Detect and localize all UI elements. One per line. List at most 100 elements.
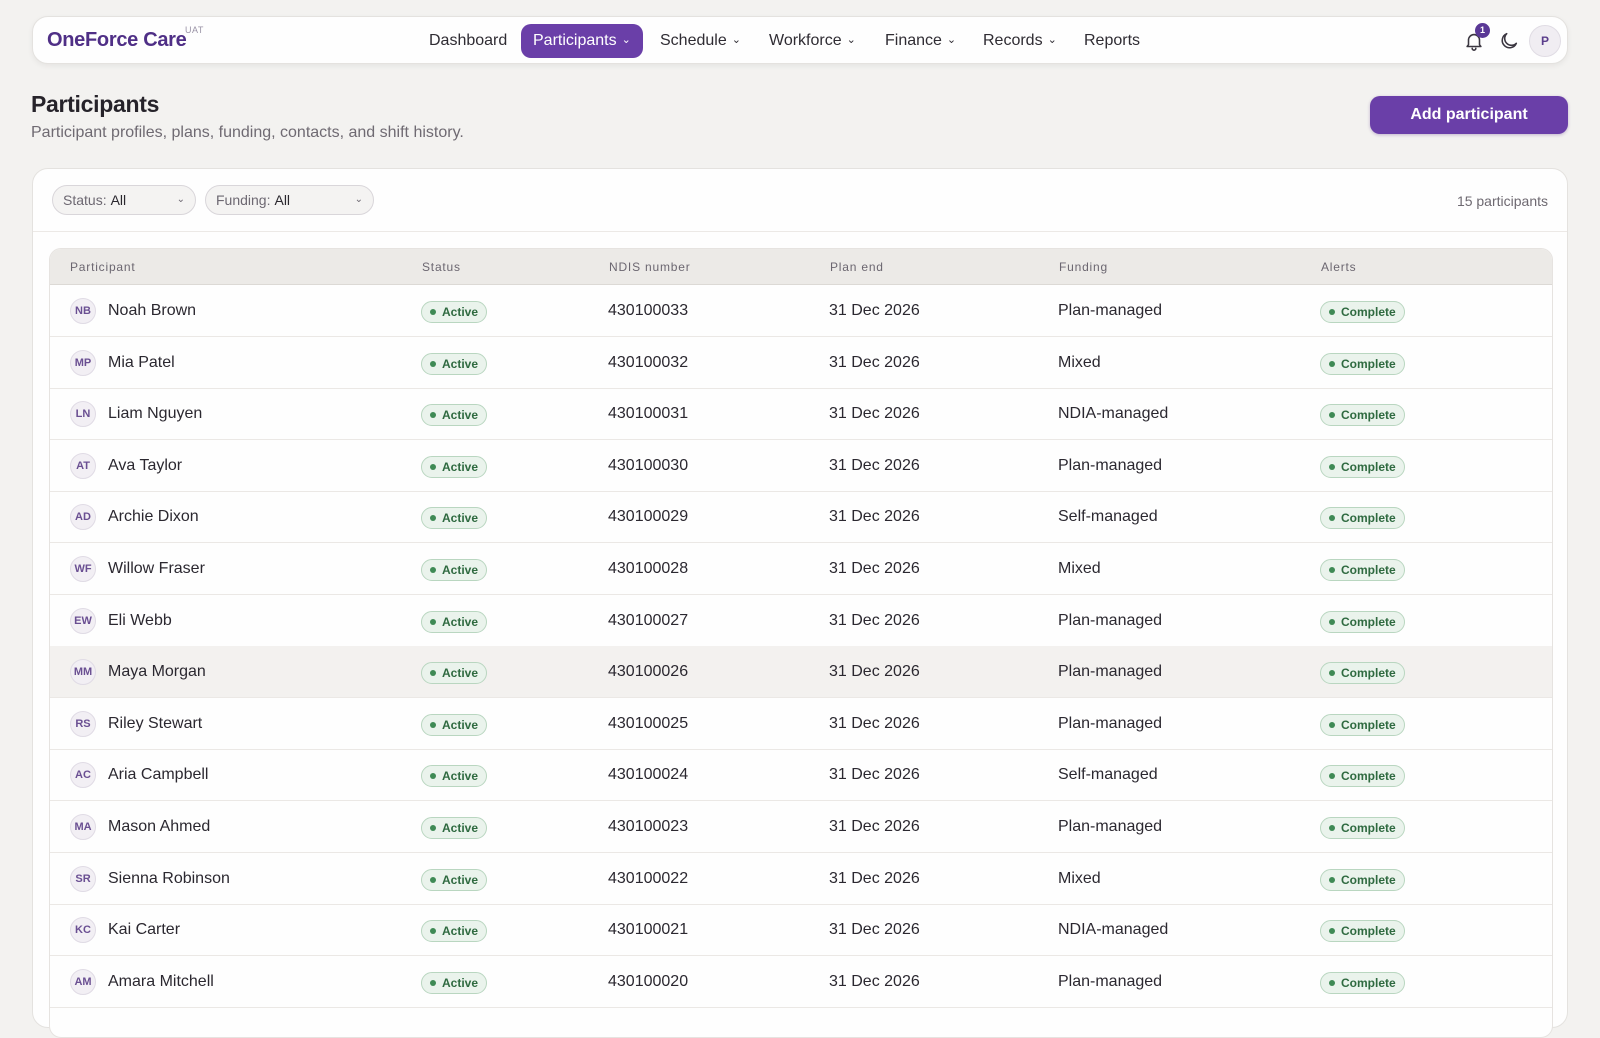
alerts-badge: Complete — [1320, 507, 1405, 530]
chevron-down-icon: ⌄ — [946, 34, 957, 46]
table-row[interactable]: AC Aria Campbell Active 430100024 31 Dec 202… — [50, 749, 1552, 802]
table-row[interactable]: MM Maya Morgan Active 430100026 31 Dec 2026 P… — [50, 646, 1552, 699]
plan-end-date: 31 Dec 2026 — [829, 611, 920, 629]
funding-filter-label: Funding: — [216, 192, 271, 208]
participant-name[interactable]: Eli Webb — [108, 611, 172, 629]
participant-name[interactable]: Maya Morgan — [108, 663, 206, 681]
participant-name[interactable]: Archie Dixon — [108, 508, 199, 526]
table-row[interactable]: MP Mia Patel Active 430100032 31 Dec 2026 Mix… — [50, 337, 1552, 389]
environment-label: UAT — [185, 25, 204, 35]
participant-name[interactable]: Liam Nguyen — [108, 405, 203, 423]
participant-name[interactable]: Mia Patel — [108, 353, 175, 371]
header-ndis-number[interactable]: NDIS number — [609, 260, 691, 274]
plan-end-date: 31 Dec 2026 — [829, 508, 920, 526]
funding-type: Mixed — [1058, 353, 1101, 371]
add-participant-button[interactable]: Add participant — [1370, 96, 1568, 134]
table-row[interactable]: AM Amara Mitchell Active 430100020 31 Dec 20… — [50, 956, 1552, 1008]
status-badge: Active — [421, 301, 488, 323]
participant-name[interactable]: Amara Mitchell — [108, 972, 214, 990]
header-status[interactable]: Status — [422, 260, 461, 274]
table-row[interactable]: RS Riley Stewart Active 430100025 31 Dec 202… — [50, 698, 1552, 750]
table-row[interactable]: MA Mason Ahmed Active 430100023 31 Dec 2026 P… — [50, 801, 1552, 853]
nav-workforce-label: Workforce — [769, 32, 842, 49]
plan-end-date: 31 Dec 2026 — [829, 456, 920, 474]
status-badge: Active — [421, 559, 488, 581]
header-participant[interactable]: Participant — [70, 260, 136, 274]
ndis-number: 430100022 — [608, 869, 689, 887]
nav-records-label: Records — [983, 32, 1043, 49]
nav-finance[interactable]: Finance ⌄ — [873, 24, 968, 58]
nav-finance-label: Finance — [885, 32, 942, 49]
participant-name[interactable]: Willow Fraser — [108, 560, 205, 577]
table-row[interactable]: KC Kai Carter Active 430100021 31 Dec 2026 ND… — [50, 904, 1552, 957]
funding-type: Mixed — [1058, 560, 1101, 577]
funding-filter[interactable]: Funding: All ⌄ — [205, 185, 374, 215]
participant-name[interactable]: Ava Taylor — [108, 456, 183, 474]
participant-avatar: RS — [70, 710, 96, 737]
user-avatar[interactable]: P — [1529, 25, 1561, 57]
ndis-number: 430100027 — [608, 611, 689, 629]
nav-workforce[interactable]: Workforce ⌄ — [757, 24, 868, 58]
header-funding[interactable]: Funding — [1059, 260, 1108, 274]
chevron-down-icon: ⌄ — [621, 34, 631, 46]
table-row[interactable]: NB Noah Brown Active 430100033 31 Dec 2026 Pl… — [50, 285, 1552, 337]
moon-icon[interactable] — [1498, 30, 1520, 52]
alerts-badge: Complete — [1320, 301, 1405, 323]
nav-dashboard[interactable]: Dashboard — [417, 24, 519, 58]
status-filter[interactable]: Status: All ⌄ — [52, 185, 196, 215]
table-row[interactable]: AT Ava Taylor Active 430100030 31 Dec 2026 Pl… — [50, 440, 1552, 492]
status-badge: Active — [421, 662, 488, 685]
plan-end-date: 31 Dec 2026 — [829, 714, 920, 732]
table-row[interactable]: SR Sienna Robinson Active 430100022 31 Dec 2… — [50, 853, 1552, 905]
header-alerts[interactable]: Alerts — [1321, 260, 1357, 274]
brand-logo[interactable]: OneForce Care — [47, 29, 187, 51]
alerts-badge: Complete — [1320, 868, 1405, 891]
nav-participants-label: Participants — [533, 32, 617, 49]
status-badge: Active — [421, 817, 488, 839]
page-subtitle: Participant profiles, plans, funding, co… — [31, 124, 464, 141]
table-row[interactable]: WF Willow Fraser Active 430100028 31 Dec 202… — [50, 543, 1552, 595]
status-badge: Active — [421, 507, 488, 530]
table-row[interactable]: LN Liam Nguyen Active 430100031 31 Dec 2026 N… — [50, 388, 1552, 441]
funding-type: Plan-managed — [1058, 818, 1163, 835]
nav-schedule-label: Schedule — [660, 32, 727, 49]
participant-name[interactable]: Kai Carter — [108, 921, 181, 939]
status-filter-label: Status: — [63, 192, 107, 208]
participant-avatar: AD — [70, 504, 96, 531]
nav-schedule[interactable]: Schedule ⌄ — [648, 24, 753, 58]
funding-type: NDIA-managed — [1058, 405, 1169, 423]
alerts-badge: Complete — [1320, 662, 1405, 685]
participant-avatar: AT — [70, 452, 96, 479]
participant-count: 15 participants — [1456, 193, 1548, 209]
header-plan-end[interactable]: Plan end — [830, 260, 884, 274]
nav-participants[interactable]: Participants ⌄ — [521, 24, 643, 58]
divider — [33, 231, 1567, 232]
plan-end-date: 31 Dec 2026 — [829, 972, 920, 990]
table-row[interactable]: AD Archie Dixon Active 430100029 31 Dec 2026… — [50, 491, 1552, 544]
participant-avatar: AM — [70, 968, 96, 995]
participant-name[interactable]: Noah Brown — [108, 302, 197, 319]
ndis-number: 430100032 — [608, 353, 689, 371]
alerts-badge: Complete — [1320, 610, 1405, 633]
nav-records[interactable]: Records ⌄ — [971, 24, 1069, 58]
participant-name[interactable]: Sienna Robinson — [108, 869, 230, 887]
ndis-number: 430100025 — [608, 714, 689, 732]
ndis-number: 430100028 — [608, 560, 689, 577]
funding-type: Plan-managed — [1058, 714, 1163, 732]
nav-reports[interactable]: Reports — [1072, 24, 1152, 58]
ndis-number: 430100021 — [608, 921, 689, 939]
chevron-down-icon: ⌄ — [176, 194, 185, 205]
alerts-badge: Complete — [1320, 352, 1405, 375]
participant-name[interactable]: Riley Stewart — [108, 714, 203, 732]
plan-end-date: 31 Dec 2026 — [829, 353, 920, 371]
alerts-badge: Complete — [1320, 455, 1405, 478]
main-nav: Dashboard Participants ⌄ Schedule ⌄ Workfo… — [33, 17, 1567, 65]
chevron-down-icon: ⌄ — [354, 194, 363, 205]
notification-badge: 1 — [1475, 23, 1490, 38]
participant-avatar: MP — [70, 349, 96, 376]
participant-name[interactable]: Aria Campbell — [108, 766, 209, 784]
participant-name[interactable]: Mason Ahmed — [108, 818, 211, 835]
plan-end-date: 31 Dec 2026 — [829, 560, 920, 577]
table-row[interactable]: EW Eli Webb Active 430100027 31 Dec 2026 Plan… — [50, 595, 1552, 647]
status-badge: Active — [421, 765, 488, 788]
